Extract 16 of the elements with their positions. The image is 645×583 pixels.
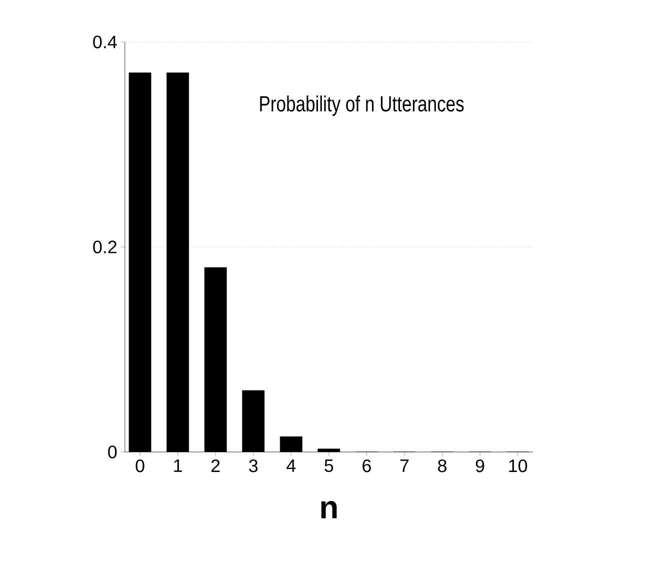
- x-tick-label: 9: [476, 459, 484, 472]
- x-tick-label: 6: [362, 459, 371, 472]
- x-tick-label: 0: [136, 459, 144, 472]
- y-tick-label: 0.4: [93, 36, 117, 48]
- x-tick-label: 8: [438, 459, 446, 472]
- x-tick-label: 3: [249, 459, 258, 472]
- x-tick-label: 4: [286, 460, 296, 472]
- x-tick-label: 5: [324, 460, 334, 472]
- x-axis-title: n: [321, 501, 337, 518]
- x-tick-label: 2: [211, 459, 220, 472]
- x-tick-label: 10: [509, 459, 528, 472]
- y-tick-label: 0: [108, 446, 117, 458]
- y-tick-label: 0.2: [93, 240, 116, 254]
- x-tick-label: 7: [400, 460, 409, 472]
- text: Probability of n Utterances: [260, 95, 464, 116]
- x-tick-label: 1: [174, 460, 182, 472]
